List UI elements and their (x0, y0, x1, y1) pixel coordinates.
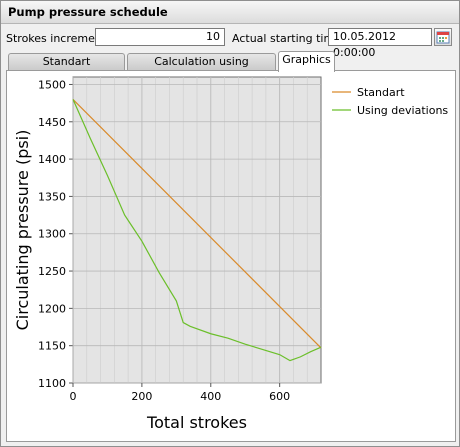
start-time-input[interactable]: 10.05.2012 0:00:00 (328, 28, 432, 59)
tab-graphics[interactable]: Graphics (278, 51, 335, 72)
strokes-increment-label: Strokes increment (6, 32, 107, 45)
graphics-panel: 1100 1150 1200 1250 1300 1350 1400 1450 1500 0 200… (6, 70, 456, 442)
x-tick-label: 0 (70, 390, 77, 403)
y-tick-label: 1300 (38, 228, 66, 241)
y-tick-label: 1400 (38, 153, 66, 166)
title-bar: Pump pressure schedule (1, 1, 459, 24)
legend-label: Using deviations (357, 104, 448, 117)
y-tick-label: 1200 (38, 302, 66, 315)
y-tick-label: 1500 (38, 78, 66, 91)
calendar-icon (436, 31, 450, 44)
y-tick-label: 1100 (38, 377, 66, 390)
y-tick-label: 1450 (38, 116, 66, 129)
series-line (72, 98, 322, 349)
y-tick-label: 1250 (38, 265, 66, 278)
tab-standart-calculations[interactable]: Standart calculations (8, 53, 125, 84)
x-tick-label: 600 (269, 390, 290, 403)
calendar-button[interactable] (434, 28, 452, 46)
y-tick-label: 1150 (38, 340, 66, 353)
series-line (72, 99, 322, 362)
y-axis-label: Circulating pressure (psi) (13, 130, 32, 331)
tab-calculation-using-deviations[interactable]: Calculation using deviations (127, 53, 276, 84)
pressure-chart: 1100 1150 1200 1250 1300 1350 1400 1450 1500 0 200… (13, 76, 448, 432)
legend-label: Standart (357, 86, 405, 99)
strokes-increment-input[interactable]: 10 (95, 28, 225, 46)
x-axis-label: Total strokes (146, 413, 247, 432)
start-time-label: Actual starting time (232, 32, 341, 45)
x-tick-label: 400 (200, 390, 221, 403)
x-tick-label: 200 (131, 390, 152, 403)
y-tick-label: 1350 (38, 190, 66, 203)
window-title: Pump pressure schedule (8, 5, 168, 19)
